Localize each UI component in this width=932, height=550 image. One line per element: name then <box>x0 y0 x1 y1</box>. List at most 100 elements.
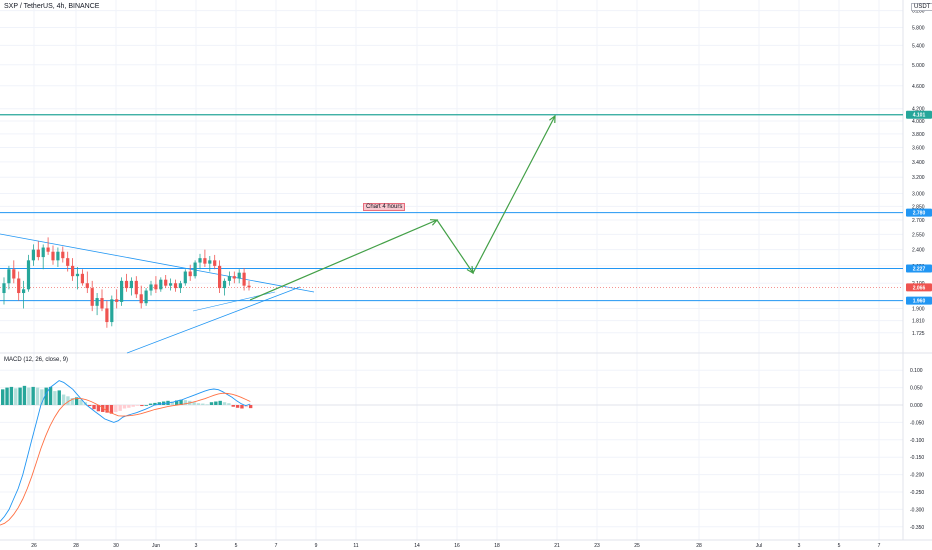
time-tick-label: 28 <box>696 543 702 549</box>
chart-note[interactable]: Chart 4 hours <box>363 203 406 211</box>
macd-tick-label: 0.050 <box>910 386 923 392</box>
macd-histogram-bar <box>196 403 201 405</box>
macd-histogram-bar <box>1 389 5 405</box>
macd-histogram-bar <box>248 405 253 409</box>
macd-histogram-bar <box>148 403 153 405</box>
time-tick-label: 5 <box>838 543 841 549</box>
candle-body <box>46 247 50 252</box>
macd-histogram-bar <box>240 405 244 409</box>
macd-histogram-bar <box>244 405 248 408</box>
candle-body <box>90 288 94 306</box>
macd-histogram-bar <box>109 405 114 414</box>
projection-arrowhead <box>429 219 439 226</box>
time-tick-label: 3 <box>195 543 198 549</box>
macd-histogram-bar <box>61 394 66 405</box>
macd-histogram-bar <box>153 402 157 405</box>
candle-body <box>17 278 21 294</box>
price-tick-label: 4.600 <box>912 84 925 90</box>
price-tick-label: 5.000 <box>912 63 925 69</box>
macd-histogram-bar <box>131 405 135 407</box>
macd-histogram-bar <box>183 400 188 405</box>
macd-histogram-bar <box>9 386 14 405</box>
price-tick-label: 2.850 <box>912 204 925 210</box>
candle-body <box>242 272 246 286</box>
macd-histogram-bar <box>205 404 209 406</box>
level-tag <box>906 296 932 305</box>
macd-histogram-bar <box>101 405 105 412</box>
macd-histogram-bar <box>170 401 175 405</box>
macd-histogram-bar <box>227 403 231 405</box>
macd-tick-label: -0.350 <box>910 525 924 531</box>
last-price-label: 2.066 <box>913 285 926 291</box>
candle-body <box>129 280 133 289</box>
macd-histogram-bar <box>79 399 83 405</box>
candle-body <box>149 284 153 291</box>
macd-histogram-bar <box>35 387 40 405</box>
macd-histogram-bar <box>135 405 140 406</box>
macd-histogram-bar <box>5 387 9 405</box>
time-tick-label: 21 <box>554 543 560 549</box>
macd-tick-label: -0.050 <box>910 420 924 426</box>
price-tick-label: 1.810 <box>912 319 925 325</box>
candle-body <box>22 289 26 294</box>
candle-body <box>120 280 124 302</box>
time-tick-label: 9 <box>315 543 318 549</box>
chart-title: SXP / TetherUS, 4h, BINANCE <box>4 3 100 10</box>
price-tick-label: 4.200 <box>912 107 925 113</box>
candle-body <box>178 283 182 289</box>
time-tick-label: 5 <box>235 543 238 549</box>
macd-histogram-bar <box>92 405 96 410</box>
macd-histogram-bar <box>74 397 79 405</box>
macd-histogram-bar <box>18 387 22 405</box>
macd-tick-label: -0.300 <box>910 507 924 513</box>
candle-body <box>188 271 192 277</box>
macd-histogram-bar <box>179 399 183 405</box>
macd-tick-label: -0.200 <box>910 473 924 479</box>
candle-body <box>51 251 55 261</box>
macd-histogram-bar <box>70 398 74 405</box>
level-tag-label: 4.101 <box>913 113 926 119</box>
candle-body <box>144 290 148 304</box>
macd-title: MACD (12, 26, close, 9) <box>4 357 69 363</box>
candle-body <box>115 299 119 302</box>
macd-histogram-bar <box>31 386 35 405</box>
level-tag <box>906 264 932 273</box>
candle-body <box>31 249 35 261</box>
macd-histogram-bar <box>122 405 127 409</box>
time-tick-label: Jul <box>756 543 762 549</box>
price-tick-label: 3.200 <box>912 175 925 181</box>
macd-histogram-bar <box>48 386 53 405</box>
signal-line <box>0 392 251 526</box>
candle-body <box>173 283 178 289</box>
candle-body <box>75 273 80 277</box>
price-tick-label: 3.600 <box>912 146 925 152</box>
candle-body <box>193 262 197 277</box>
candle-body <box>232 276 236 279</box>
last-price-tag <box>906 283 932 292</box>
level-tag-label: 2.227 <box>913 266 926 272</box>
candle-body <box>208 260 212 264</box>
price-tick-label: 1.900 <box>912 306 925 312</box>
candle-body <box>124 280 129 289</box>
macd-histogram-bar <box>57 390 61 405</box>
candle-body <box>164 279 168 286</box>
macd-histogram-bar <box>157 402 161 405</box>
time-tick-label: 26 <box>31 543 37 549</box>
candle-body <box>105 308 109 323</box>
currency-label[interactable]: USDT <box>911 3 932 11</box>
macd-tick-label: -0.250 <box>910 490 924 496</box>
descending-trendline <box>0 233 315 293</box>
macd-histogram-bar <box>175 400 179 405</box>
candle-body <box>213 260 217 266</box>
candle-body <box>12 269 16 279</box>
price-tick-label: 2.400 <box>912 248 925 254</box>
candle-body <box>66 258 70 266</box>
time-tick-label: 3 <box>798 543 801 549</box>
candle-body <box>237 272 241 279</box>
candle-body <box>56 251 60 261</box>
candle-body <box>2 283 6 294</box>
macd-histogram-bar <box>118 405 122 411</box>
price-tick-label: 5.800 <box>912 25 925 31</box>
price-tick-label: 5.400 <box>912 43 925 49</box>
